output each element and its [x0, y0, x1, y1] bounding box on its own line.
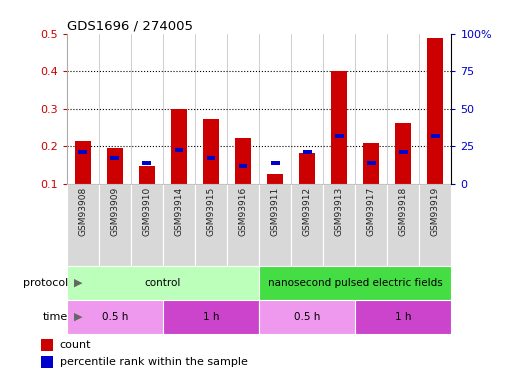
Text: GSM93910: GSM93910	[142, 187, 151, 236]
Bar	[174, 148, 183, 152]
Bar	[207, 156, 215, 160]
Text: GSM93912: GSM93912	[303, 187, 312, 236]
Bar	[107, 148, 123, 184]
Bar	[303, 150, 311, 154]
Bar	[143, 161, 151, 165]
Bar	[335, 134, 344, 138]
FancyBboxPatch shape	[131, 184, 163, 266]
Bar	[41, 356, 53, 368]
Bar	[139, 166, 155, 184]
FancyBboxPatch shape	[98, 184, 131, 266]
Bar	[331, 71, 347, 184]
Bar	[267, 174, 283, 184]
Bar	[427, 38, 443, 184]
FancyBboxPatch shape	[195, 184, 227, 266]
Text: count: count	[60, 340, 91, 350]
FancyBboxPatch shape	[259, 184, 291, 266]
Text: percentile rank within the sample: percentile rank within the sample	[60, 357, 247, 367]
Text: GSM93915: GSM93915	[206, 187, 215, 236]
FancyBboxPatch shape	[163, 184, 195, 266]
Text: 1 h: 1 h	[203, 312, 219, 322]
Text: GSM93918: GSM93918	[399, 187, 408, 236]
Bar	[431, 134, 440, 138]
Bar	[75, 141, 91, 184]
Bar	[271, 161, 280, 165]
Text: ▶: ▶	[73, 278, 82, 288]
Bar	[67, 300, 163, 334]
Text: control: control	[145, 278, 181, 288]
Bar	[299, 153, 315, 184]
Text: GSM93919: GSM93919	[431, 187, 440, 236]
Text: nanosecond pulsed electric fields: nanosecond pulsed electric fields	[268, 278, 443, 288]
Bar	[367, 161, 376, 165]
Bar	[239, 164, 247, 168]
Text: time: time	[43, 312, 68, 322]
Text: 0.5 h: 0.5 h	[294, 312, 320, 322]
FancyBboxPatch shape	[420, 184, 451, 266]
FancyBboxPatch shape	[387, 184, 420, 266]
Bar	[259, 300, 355, 334]
Text: GSM93914: GSM93914	[174, 187, 184, 236]
Text: protocol: protocol	[23, 278, 68, 288]
Bar	[67, 266, 259, 300]
FancyBboxPatch shape	[227, 184, 259, 266]
FancyBboxPatch shape	[291, 184, 323, 266]
FancyBboxPatch shape	[67, 184, 98, 266]
Bar	[41, 339, 53, 351]
Bar	[399, 150, 408, 154]
FancyBboxPatch shape	[323, 184, 355, 266]
Text: GSM93909: GSM93909	[110, 187, 120, 236]
Text: GSM93911: GSM93911	[270, 187, 280, 236]
Bar	[396, 123, 411, 184]
Bar	[203, 119, 219, 184]
FancyBboxPatch shape	[355, 184, 387, 266]
Bar	[171, 109, 187, 184]
Bar	[363, 143, 379, 184]
Bar	[259, 266, 451, 300]
Text: GSM93913: GSM93913	[334, 187, 344, 236]
Text: GSM93917: GSM93917	[367, 187, 376, 236]
Text: GDS1696 / 274005: GDS1696 / 274005	[67, 20, 193, 33]
Text: 1 h: 1 h	[395, 312, 411, 322]
Bar	[110, 156, 119, 160]
Bar	[163, 300, 259, 334]
Text: ▶: ▶	[73, 312, 82, 322]
Bar	[355, 300, 451, 334]
Text: GSM93916: GSM93916	[239, 187, 248, 236]
Bar	[78, 150, 87, 154]
Bar	[235, 138, 251, 184]
Text: 0.5 h: 0.5 h	[102, 312, 128, 322]
Text: GSM93908: GSM93908	[78, 187, 87, 236]
